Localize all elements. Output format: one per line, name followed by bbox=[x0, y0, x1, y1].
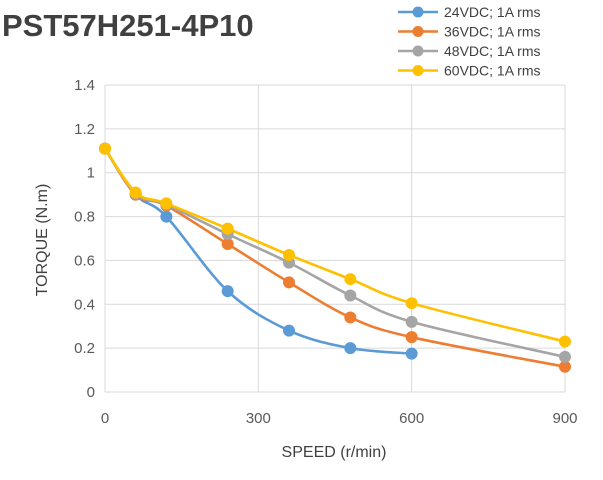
y-axis-title: TORQUE (N.m) bbox=[34, 184, 51, 297]
data-point bbox=[405, 315, 418, 328]
x-tick-label: 600 bbox=[399, 410, 424, 427]
data-point bbox=[283, 324, 295, 337]
data-point bbox=[405, 347, 418, 360]
data-point bbox=[221, 237, 234, 250]
data-point bbox=[405, 331, 418, 344]
y-tick-label: 0 bbox=[87, 384, 95, 401]
legend-marker bbox=[412, 26, 424, 37]
legend-entry: 36VDC; 1A rms bbox=[398, 24, 540, 40]
legend-label: 48VDC; 1A rms bbox=[444, 43, 540, 59]
x-tick-label: 0 bbox=[101, 410, 109, 427]
y-tick-label: 0.6 bbox=[74, 252, 95, 269]
legend-label: 36VDC; 1A rms bbox=[444, 24, 540, 40]
data-point bbox=[221, 285, 234, 298]
data-point bbox=[160, 197, 173, 210]
data-point bbox=[344, 311, 357, 324]
data-point bbox=[559, 360, 571, 373]
legend-label: 60VDC; 1A rms bbox=[444, 63, 540, 79]
data-point bbox=[559, 350, 571, 363]
y-tick-label: 0.2 bbox=[74, 340, 95, 357]
legend-entry: 48VDC; 1A rms bbox=[398, 43, 540, 59]
data-point bbox=[221, 222, 234, 235]
series-3 bbox=[99, 142, 571, 363]
data-point bbox=[559, 335, 571, 348]
x-axis-title: SPEED (r/min) bbox=[282, 444, 387, 461]
x-tick-label: 900 bbox=[552, 410, 577, 427]
data-point bbox=[405, 297, 418, 310]
data-point bbox=[344, 289, 357, 302]
legend-entry: 60VDC; 1A rms bbox=[398, 63, 540, 79]
legend-marker bbox=[412, 65, 424, 76]
y-tick-label: 1.2 bbox=[74, 121, 95, 138]
chart-title: PST57H251-4P10 bbox=[2, 8, 254, 43]
legend: 24VDC; 1A rms 36VDC; 1A rms 48VDC; 1A rms 6… bbox=[398, 4, 540, 79]
axes: 0 0.2 0.4 0.6 0.8 1 1.2 1.4 0 300 600 900 bbox=[74, 77, 577, 427]
legend-label: 24VDC; 1A rms bbox=[444, 4, 540, 20]
data-point bbox=[160, 210, 173, 223]
legend-entry: 24VDC; 1A rms bbox=[398, 4, 540, 20]
series-line bbox=[103, 147, 566, 369]
data-point bbox=[129, 186, 142, 199]
y-tick-label: 0.4 bbox=[74, 296, 95, 313]
x-tick-label: 300 bbox=[246, 410, 271, 427]
series-4 bbox=[99, 142, 571, 348]
series-group bbox=[99, 142, 571, 373]
y-tick-label: 1 bbox=[87, 165, 95, 182]
y-tick-label: 0.8 bbox=[74, 209, 95, 226]
data-point bbox=[283, 248, 295, 261]
y-tick-label: 1.4 bbox=[74, 77, 95, 94]
legend-marker bbox=[412, 45, 424, 57]
data-point bbox=[344, 342, 357, 355]
data-point bbox=[344, 273, 357, 286]
series-line bbox=[103, 147, 566, 343]
series-2 bbox=[99, 142, 571, 373]
legend-marker bbox=[412, 6, 424, 18]
data-point bbox=[99, 142, 111, 155]
data-point bbox=[283, 276, 295, 289]
